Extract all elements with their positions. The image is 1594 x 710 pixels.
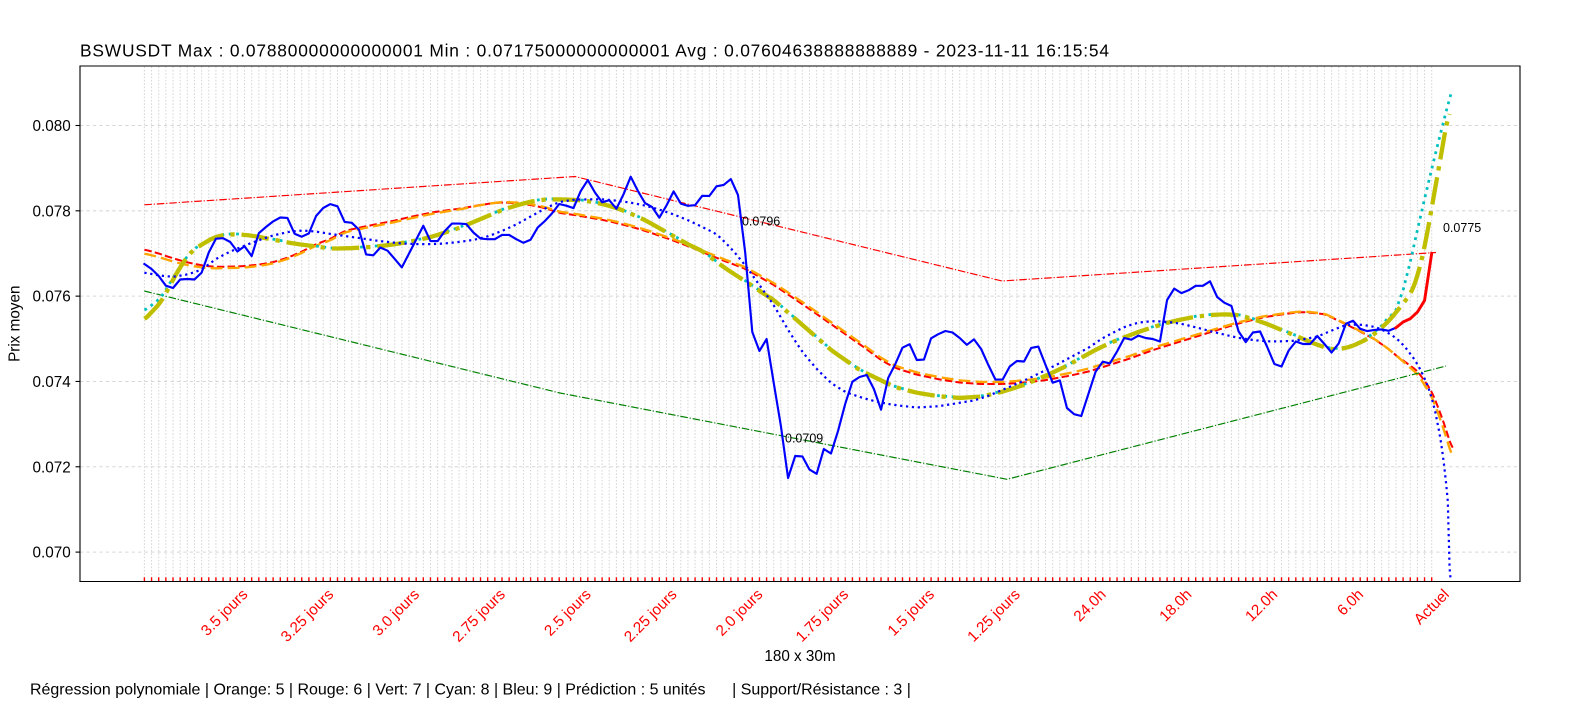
svg-text:0.080: 0.080	[32, 118, 70, 135]
svg-text:Régression polynomiale | Orang: Régression polynomiale | Orange: 5 | Rou…	[30, 682, 911, 699]
svg-text:0.0775: 0.0775	[1443, 221, 1481, 235]
svg-text:BSWUSDT Max : 0.07880000000000: BSWUSDT Max : 0.07880000000000001 Min : …	[80, 40, 1110, 60]
svg-text:0.072: 0.072	[32, 459, 70, 476]
svg-text:180 x 30m: 180 x 30m	[764, 648, 835, 665]
svg-text:0.0796: 0.0796	[742, 215, 780, 229]
svg-text:0.070: 0.070	[32, 545, 70, 562]
svg-text:Prix moyen: Prix moyen	[7, 286, 24, 362]
svg-text:0.074: 0.074	[32, 374, 71, 391]
svg-text:0.078: 0.078	[32, 203, 70, 220]
svg-text:0.0709: 0.0709	[785, 432, 823, 446]
svg-text:0.076: 0.076	[32, 289, 70, 306]
